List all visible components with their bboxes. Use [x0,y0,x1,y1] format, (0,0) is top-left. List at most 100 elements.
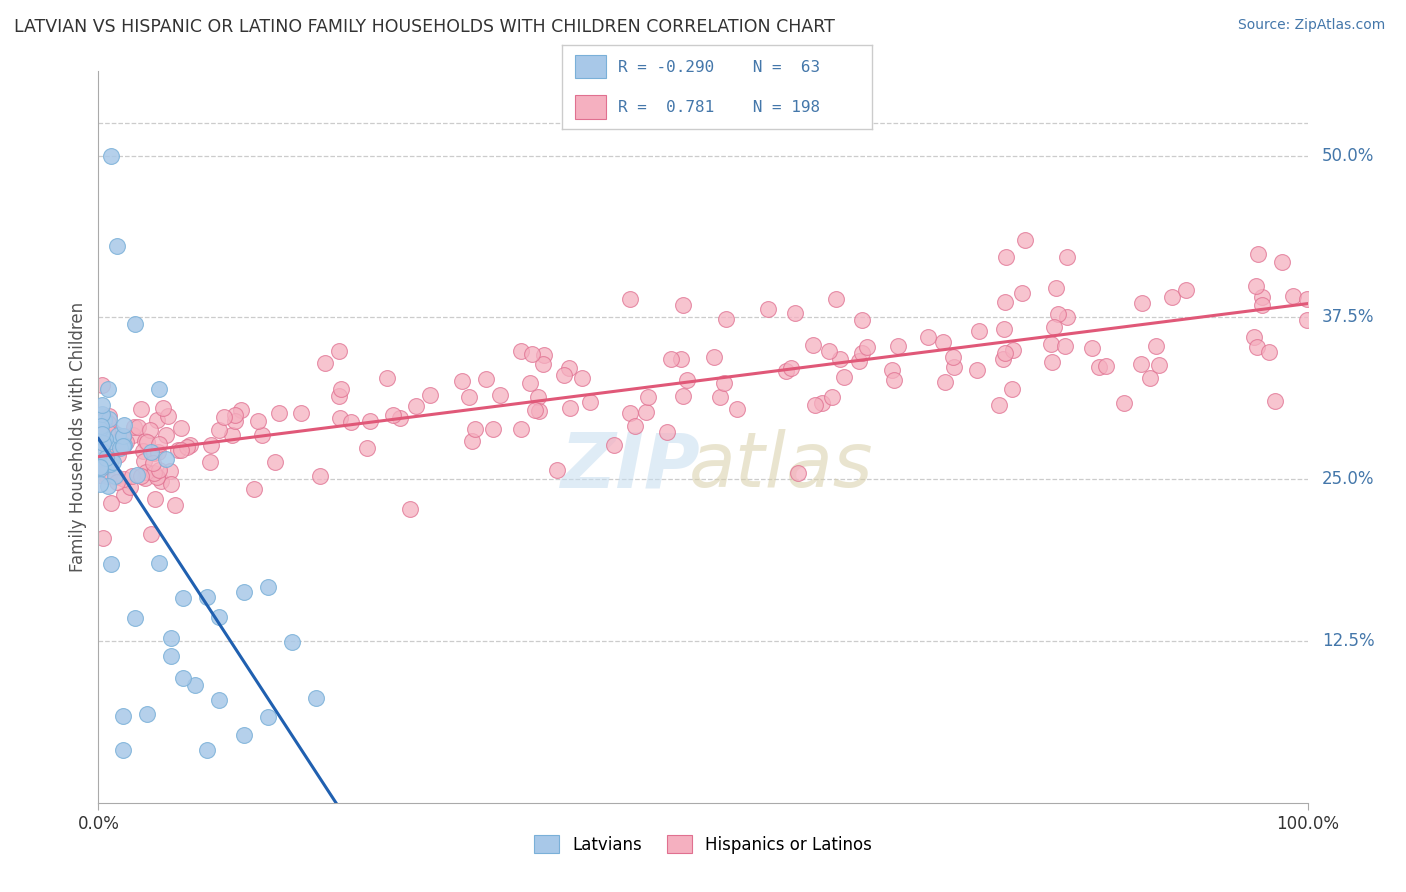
Point [828,352,851,367]
Point [801,337,824,351]
Point [381,408,404,422]
Point [127,420,149,434]
Point [214,409,236,424]
Point [89,424,111,438]
Point [523,402,546,417]
Point [1014,233,1036,247]
Point [571,370,593,384]
Point [1174,283,1197,297]
Point [107,448,129,462]
Point [624,419,647,434]
Point [170,420,193,434]
Point [553,368,575,383]
Point [527,403,550,417]
Point [104,468,127,483]
Point [1053,339,1076,353]
Point [135,435,157,450]
Point [208,692,231,706]
Point [160,649,183,664]
Point [224,408,246,422]
Point [100,453,122,467]
Point [132,454,155,468]
Point [1129,357,1152,371]
Point [509,343,531,358]
Point [104,470,127,484]
Point [155,451,177,466]
Point [988,398,1011,412]
Point [1250,290,1272,304]
Point [149,474,172,488]
Point [98,458,121,472]
Point [603,437,626,451]
Point [966,363,988,377]
Point [1056,310,1078,324]
Point [851,313,873,327]
Point [637,390,659,404]
Point [659,351,682,366]
Point [94,451,117,466]
Point [994,346,1017,360]
Point [314,356,336,370]
Point [1056,250,1078,264]
Point [329,383,352,397]
Text: 37.5%: 37.5% [1322,309,1375,326]
Point [195,590,218,604]
Point [1149,358,1171,372]
Point [208,423,231,437]
Point [89,422,111,436]
Point [669,351,692,366]
Point [531,357,554,371]
Point [103,455,125,469]
Point [135,706,157,721]
Point [224,414,246,428]
Point [141,445,163,459]
Point [267,406,290,420]
Point [1243,330,1265,344]
Point [967,324,990,338]
Point [263,454,285,468]
Point [90,443,112,458]
Text: Source: ZipAtlas.com: Source: ZipAtlas.com [1237,18,1385,32]
Point [848,353,870,368]
Point [135,465,157,479]
Text: LATVIAN VS HISPANIC OR LATINO FAMILY HOUSEHOLDS WITH CHILDREN CORRELATION CHART: LATVIAN VS HISPANIC OR LATINO FAMILY HOU… [14,18,835,36]
Point [932,335,955,350]
Point [208,609,231,624]
Point [1130,296,1153,310]
Point [89,461,111,475]
Point [111,439,134,453]
Point [994,295,1017,310]
Point [148,382,170,396]
Point [488,388,510,402]
Point [179,438,201,452]
Point [786,467,808,481]
Point [160,476,183,491]
Point [533,348,555,362]
Point [112,438,135,452]
Point [519,376,541,391]
Point [98,458,121,472]
Point [713,376,735,391]
Point [821,390,844,404]
Point [775,364,797,378]
Point [1094,359,1116,373]
Point [107,428,129,442]
Point [250,428,273,442]
Point [100,148,122,162]
Point [281,635,304,649]
Point [160,632,183,646]
Point [146,413,169,427]
Point [100,446,122,460]
Point [995,250,1018,264]
Point [96,424,118,438]
Point [917,330,939,344]
Point [756,302,779,317]
Y-axis label: Family Households with Children: Family Households with Children [69,302,87,572]
Point [1040,355,1063,369]
Point [90,418,112,433]
Point [703,351,725,365]
Point [221,428,243,442]
Point [111,709,134,723]
Point [159,463,181,477]
Point [89,422,111,436]
